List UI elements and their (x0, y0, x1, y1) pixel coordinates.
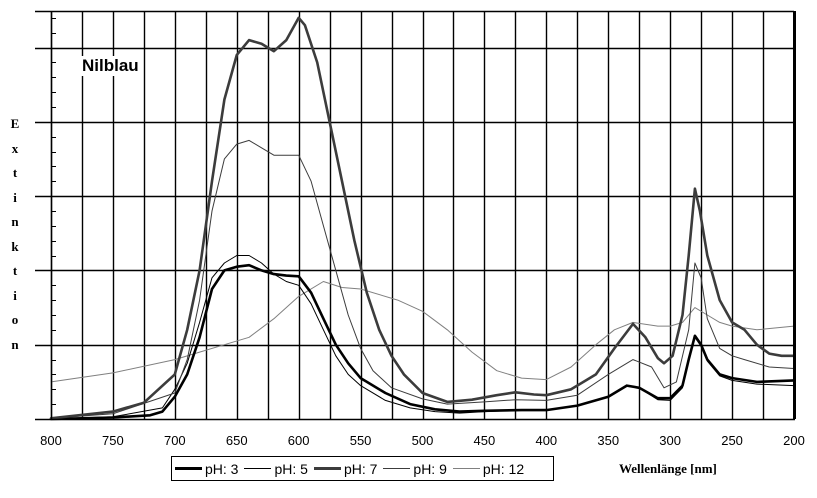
series-line-ph3 (49, 263, 796, 421)
x-tick-label: 800 (40, 433, 62, 448)
series-line-ph7 (49, 16, 796, 420)
x-tick-label: 550 (349, 433, 372, 448)
legend-label: pH: 3 (205, 460, 239, 477)
series-line-ph12 (50, 281, 795, 383)
x-tick-label: 650 (225, 433, 248, 448)
x-tick-label: 750 (102, 433, 124, 448)
y-axis-label-letter: o (11, 312, 19, 327)
legend-label: pH: 5 (274, 460, 308, 477)
y-axis-label-letter: t (12, 263, 18, 278)
x-tick-label: 350 (597, 433, 620, 448)
y-axis-label-letter: t (12, 165, 18, 180)
legend-line-swatch-icon (175, 467, 202, 470)
y-axis-label-letter: k (11, 238, 19, 254)
legend-label: pH: 9 (413, 460, 447, 477)
series-line-ph9 (50, 139, 795, 419)
x-tick-label: 400 (535, 433, 558, 448)
x-tick-label: 500 (411, 433, 434, 448)
x-tick-label: 700 (163, 433, 186, 448)
legend-label: pH: 12 (482, 460, 525, 477)
x-tick-label: 250 (721, 433, 743, 448)
legend-line-swatch-icon (383, 468, 411, 469)
legend-line-swatch-icon (452, 468, 480, 469)
legend-item: pH: 3 (175, 461, 238, 477)
x-tick-label: 600 (287, 433, 310, 448)
x-tick-label: 450 (473, 433, 496, 448)
data-series (49, 16, 796, 421)
legend-label: pH: 7 (343, 460, 378, 477)
legend-line-swatch-icon (313, 467, 341, 470)
series-line-ph5 (50, 255, 795, 420)
legend: pH: 3 pH: 5 pH: 7 pH: 9 pH: 12 (171, 456, 554, 481)
chart-title: Nilblau (80, 56, 141, 76)
legend-item: pH: 5 (244, 460, 308, 477)
x-axis-label: Wellenlänge [nm] (619, 461, 717, 476)
x-tick-label: 200 (783, 433, 805, 448)
y-axis-label-letter: x (11, 140, 19, 156)
x-tick-label: 300 (659, 433, 682, 448)
legend-line-swatch-icon (244, 468, 272, 469)
plot-frame (35, 10, 796, 421)
y-axis-label-letter: n (11, 336, 19, 352)
y-axis-label-letter: E (10, 116, 20, 131)
legend-item: pH: 7 (313, 460, 378, 477)
legend-item: pH: 12 (452, 460, 525, 477)
y-axis-label-letter: i (13, 287, 17, 303)
grid-lines (35, 11, 796, 419)
y-axis-label-letter: n (11, 214, 19, 229)
legend-item: pH: 9 (383, 460, 447, 477)
y-axis-label-letter: i (13, 189, 17, 205)
